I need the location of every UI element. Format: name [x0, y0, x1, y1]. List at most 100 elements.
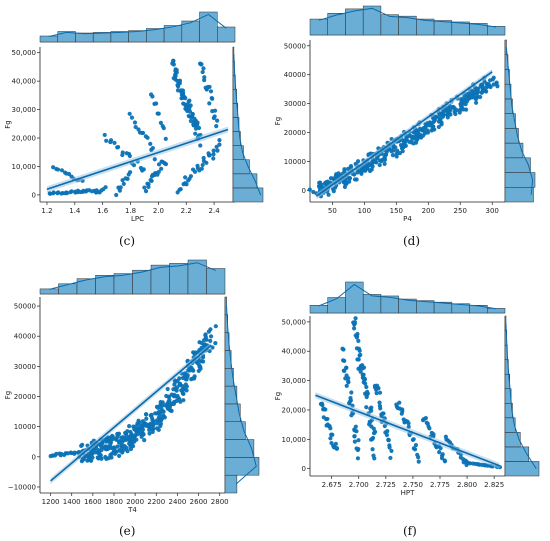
scatter-point	[439, 456, 445, 461]
scatter-point	[163, 161, 169, 167]
scatter-point	[217, 142, 222, 147]
scatter-point	[436, 124, 441, 130]
scatter-point	[320, 403, 325, 408]
scatter-point	[160, 400, 165, 405]
scatter-point	[363, 167, 368, 172]
scatter-point	[131, 163, 137, 168]
scatter-point	[382, 156, 387, 161]
regression-line	[315, 71, 493, 197]
scatter-point	[208, 89, 214, 94]
right-histogram-bar	[224, 474, 238, 494]
scatter-point	[144, 416, 149, 421]
scatter-point	[203, 332, 208, 337]
scatter-point	[190, 376, 195, 381]
scatter-point	[158, 421, 164, 426]
x-tick-label: 250	[454, 207, 467, 215]
scatter-point	[207, 101, 212, 106]
scatter-point	[186, 99, 191, 104]
scatter-point	[128, 446, 134, 452]
right-histogram-bar	[232, 173, 258, 189]
y-tick-label: 40,000	[282, 348, 307, 356]
panel-label-d: (d)	[403, 234, 421, 248]
scatter-point	[416, 459, 421, 464]
x-tick-label: 2.725	[376, 481, 396, 489]
top-histogram-bar	[362, 294, 382, 314]
scatter-point	[181, 387, 186, 392]
scatter-point	[369, 163, 374, 168]
scatter-point	[352, 177, 358, 182]
scatter-point	[96, 448, 101, 453]
scatter-point	[355, 456, 361, 461]
scatter-point	[141, 423, 146, 428]
scatter-point	[480, 82, 485, 87]
scatter-point	[102, 132, 107, 138]
top-histogram-bar	[75, 32, 94, 43]
x-tick-label: 150	[390, 207, 403, 215]
scatter-point	[98, 455, 103, 460]
scatter-point	[445, 115, 450, 120]
scatter-point	[491, 75, 496, 80]
top-kde-curve	[48, 13, 227, 37]
y-tick-label: 50000	[284, 42, 306, 50]
scatter-point	[342, 368, 347, 373]
scatter-point	[354, 429, 359, 434]
top-histogram-bar	[327, 297, 346, 314]
scatter-point	[174, 388, 179, 393]
scatter-point	[198, 143, 203, 148]
scatter-point	[156, 111, 161, 116]
y-tick-label: 50,000	[282, 318, 307, 326]
scatter-point	[54, 451, 59, 456]
scatter-point	[357, 348, 362, 353]
scatter-point	[356, 446, 361, 452]
scatter-point	[342, 184, 348, 189]
top-histogram-bar	[76, 278, 96, 295]
scatter-point	[438, 446, 443, 451]
scatter-point	[150, 146, 155, 151]
joint-plot-3: 1200 1400 1600 1800 2000 2200 2400 2600 2800 −100…	[4, 259, 260, 514]
scatter-point	[373, 159, 378, 164]
right-histogram-bar	[504, 461, 540, 477]
scatter-point	[395, 148, 400, 153]
scatter-point	[120, 178, 125, 183]
scatter-point	[346, 376, 351, 381]
scatter-point	[161, 126, 166, 131]
scatter-point	[208, 327, 213, 332]
scatter-point	[169, 392, 174, 397]
x-tick-label: 50	[328, 207, 337, 215]
scatter-point	[364, 405, 369, 410]
scatter-point	[183, 175, 188, 180]
scatter-point	[64, 191, 70, 196]
y-tick-label: 0	[32, 191, 36, 199]
scatter-point	[152, 157, 157, 162]
scatter-point	[148, 413, 153, 418]
scatter-point	[451, 104, 456, 110]
top-histogram-bar	[433, 20, 453, 36]
scatter-point	[361, 365, 367, 370]
scatter-point	[373, 429, 378, 434]
panel-label-f: (f)	[403, 524, 417, 538]
scatter-point	[323, 407, 328, 412]
y-tick-label: 20,000	[12, 135, 37, 143]
scatter-point	[140, 419, 146, 424]
scatter-point	[89, 458, 94, 463]
panel-label-e: (e)	[119, 524, 136, 538]
scatter-point	[192, 169, 198, 174]
scatter-point	[167, 397, 172, 403]
scatter-point	[412, 447, 418, 452]
scatter-point	[127, 424, 132, 429]
scatter-point	[486, 83, 491, 88]
scatter-point	[171, 62, 176, 67]
scatter-point	[51, 190, 56, 195]
top-kde-curve	[318, 283, 497, 310]
scatter-point	[159, 406, 164, 412]
scatter-point	[432, 117, 437, 123]
scatter-point	[141, 167, 146, 172]
scatter-point	[364, 384, 369, 390]
scatter-point	[89, 451, 94, 457]
scatter-point	[358, 369, 363, 374]
scatter-point	[188, 103, 193, 108]
scatter-point	[344, 383, 349, 388]
scatter-point	[208, 334, 214, 339]
right-histogram-bar	[504, 157, 531, 173]
x-tick-label: 1600	[84, 498, 102, 506]
